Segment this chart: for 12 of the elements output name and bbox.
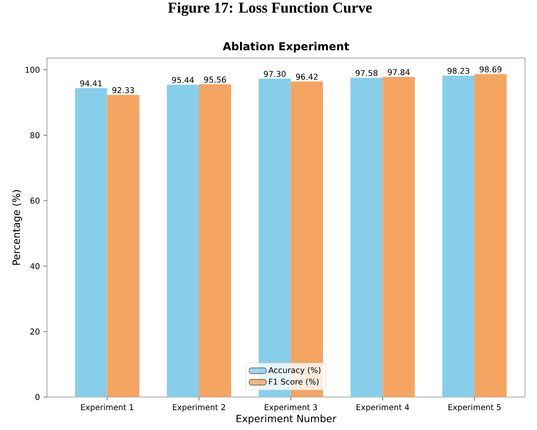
bar [382, 76, 415, 397]
bar [107, 94, 140, 397]
x-axis-title: Experiment Number [236, 414, 336, 424]
bar [166, 84, 199, 397]
bar [198, 84, 232, 397]
chart-title: Ablation Experiment [222, 42, 350, 52]
bar [474, 74, 507, 397]
bar [350, 78, 383, 397]
y-axis-title: Percentage (%) [12, 190, 22, 265]
bar [75, 88, 108, 397]
caption: Figure 17: Loss Function Curve [168, 2, 372, 16]
bar [442, 76, 474, 397]
